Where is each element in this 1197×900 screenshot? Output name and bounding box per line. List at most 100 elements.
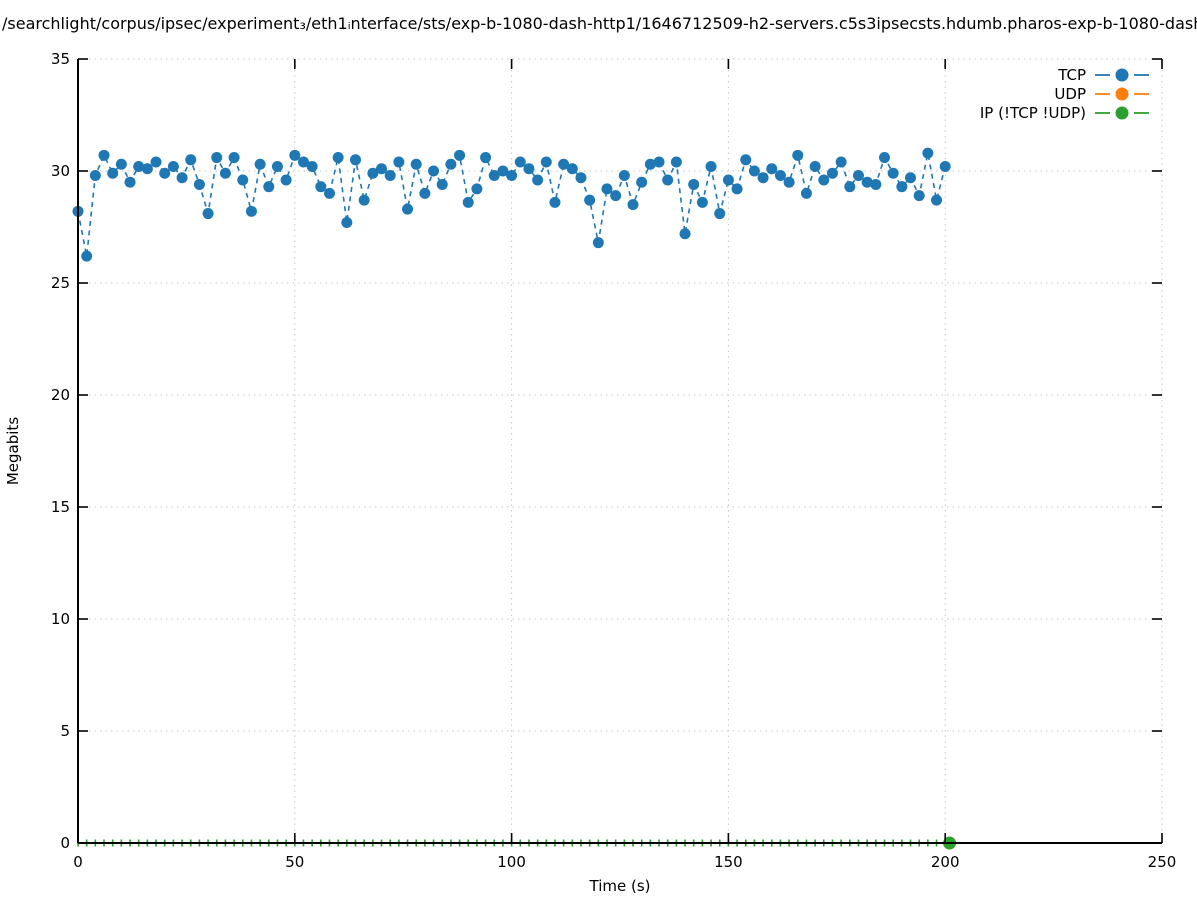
tcp-point bbox=[176, 172, 188, 184]
tcp-point bbox=[219, 167, 231, 179]
tcp-point bbox=[818, 174, 830, 186]
tcp-point bbox=[575, 172, 587, 184]
tcp-point bbox=[358, 194, 370, 206]
tcp-point bbox=[514, 156, 526, 168]
legend-label-udp: UDP bbox=[1054, 85, 1086, 103]
tcp-point bbox=[462, 196, 474, 208]
tcp-point bbox=[783, 176, 795, 188]
tcp-point bbox=[549, 196, 561, 208]
tcp-point bbox=[601, 183, 613, 195]
tcp-point bbox=[306, 161, 318, 173]
tcp-point bbox=[384, 169, 396, 181]
tcp-point bbox=[826, 167, 838, 179]
tcp-point bbox=[896, 181, 908, 193]
tcp-point bbox=[922, 147, 934, 159]
data-series bbox=[72, 147, 957, 850]
tcp-point bbox=[913, 190, 925, 202]
tcp-point bbox=[748, 165, 760, 177]
tcp-point bbox=[905, 172, 917, 184]
tcp-point bbox=[107, 167, 119, 179]
tcp-point bbox=[402, 203, 414, 215]
tcp-point bbox=[670, 156, 682, 168]
x-tick-label: 100 bbox=[497, 853, 526, 871]
tcp-point bbox=[263, 181, 275, 193]
tcp-point bbox=[705, 161, 717, 173]
y-tick-label: 25 bbox=[51, 274, 70, 292]
tcp-point bbox=[350, 154, 362, 166]
tcp-point bbox=[688, 178, 700, 190]
grid bbox=[78, 58, 1163, 843]
x-tick-label: 250 bbox=[1148, 853, 1177, 871]
legend-item-tcp: TCP bbox=[1057, 66, 1149, 84]
legend-marker-tcp bbox=[1115, 68, 1129, 82]
tcp-point bbox=[202, 208, 214, 220]
tcp-point bbox=[523, 163, 535, 175]
tcp-point bbox=[254, 158, 266, 170]
tcp-point bbox=[245, 205, 257, 217]
tcp-point bbox=[740, 154, 752, 166]
tcp-point bbox=[939, 161, 951, 173]
y-tick-label: 10 bbox=[51, 610, 70, 628]
tcp-point bbox=[835, 156, 847, 168]
tcp-point bbox=[636, 176, 648, 188]
tcp-point bbox=[428, 165, 440, 177]
tcp-point bbox=[81, 250, 93, 262]
tcp-point bbox=[800, 187, 812, 199]
tcp-point bbox=[419, 187, 431, 199]
tcp-point bbox=[532, 174, 544, 186]
tcp-point bbox=[792, 149, 804, 161]
tcp-point bbox=[315, 181, 327, 193]
tcp-point bbox=[471, 183, 483, 195]
tcp-point bbox=[280, 174, 292, 186]
legend-item-udp: UDP bbox=[1054, 85, 1149, 103]
tcp-point bbox=[844, 181, 856, 193]
tcp-point bbox=[618, 169, 630, 181]
tcp-point bbox=[297, 156, 309, 168]
tcp-point bbox=[558, 158, 570, 170]
x-tick-label: 0 bbox=[73, 853, 83, 871]
tcp-point bbox=[124, 176, 136, 188]
tcp-point bbox=[722, 174, 734, 186]
tcp-point bbox=[193, 178, 205, 190]
tcp-point bbox=[211, 152, 223, 164]
y-tick-label: 5 bbox=[60, 722, 70, 740]
tcp-point bbox=[167, 161, 179, 173]
tcp-point bbox=[644, 158, 656, 170]
tcp-point bbox=[931, 194, 943, 206]
x-axis-label: Time (s) bbox=[589, 877, 651, 895]
tcp-point bbox=[341, 217, 353, 229]
axes-spines bbox=[77, 59, 1162, 844]
tcp-point bbox=[887, 167, 899, 179]
legend-marker-ip bbox=[1115, 106, 1129, 120]
legend-label-tcp: TCP bbox=[1057, 66, 1086, 84]
tcp-point bbox=[766, 163, 778, 175]
tcp-point bbox=[584, 194, 596, 206]
tcp-point bbox=[185, 154, 197, 166]
tcp-point bbox=[627, 199, 639, 211]
legend: TCP UDP IP (!TCP !UDP) bbox=[980, 66, 1149, 122]
y-tick-label: 15 bbox=[51, 498, 70, 516]
y-tick-label: 20 bbox=[51, 386, 70, 404]
tcp-point bbox=[141, 163, 153, 175]
tcp-point bbox=[662, 174, 674, 186]
chart-title: /searchlight/corpus/ipsec/experiment₃/et… bbox=[2, 14, 1197, 33]
tcp-point bbox=[410, 158, 422, 170]
tcp-point bbox=[332, 152, 344, 164]
tcp-point bbox=[133, 161, 145, 173]
tcp-point bbox=[714, 208, 726, 220]
tcp-point bbox=[150, 156, 162, 168]
tcp-point bbox=[731, 183, 743, 195]
tcp-point bbox=[610, 190, 622, 202]
legend-marker-udp bbox=[1115, 87, 1129, 101]
x-tick-label: 150 bbox=[714, 853, 743, 871]
tcp-point bbox=[774, 169, 786, 181]
legend-label-ip: IP (!TCP !UDP) bbox=[980, 104, 1086, 122]
tcp-point bbox=[367, 167, 379, 179]
y-tick-label: 35 bbox=[51, 50, 70, 68]
tcp-point bbox=[454, 149, 466, 161]
tcp-point bbox=[497, 165, 509, 177]
y-tick-label: 0 bbox=[60, 834, 70, 852]
tcp-point bbox=[488, 169, 500, 181]
tcp-point bbox=[237, 174, 249, 186]
